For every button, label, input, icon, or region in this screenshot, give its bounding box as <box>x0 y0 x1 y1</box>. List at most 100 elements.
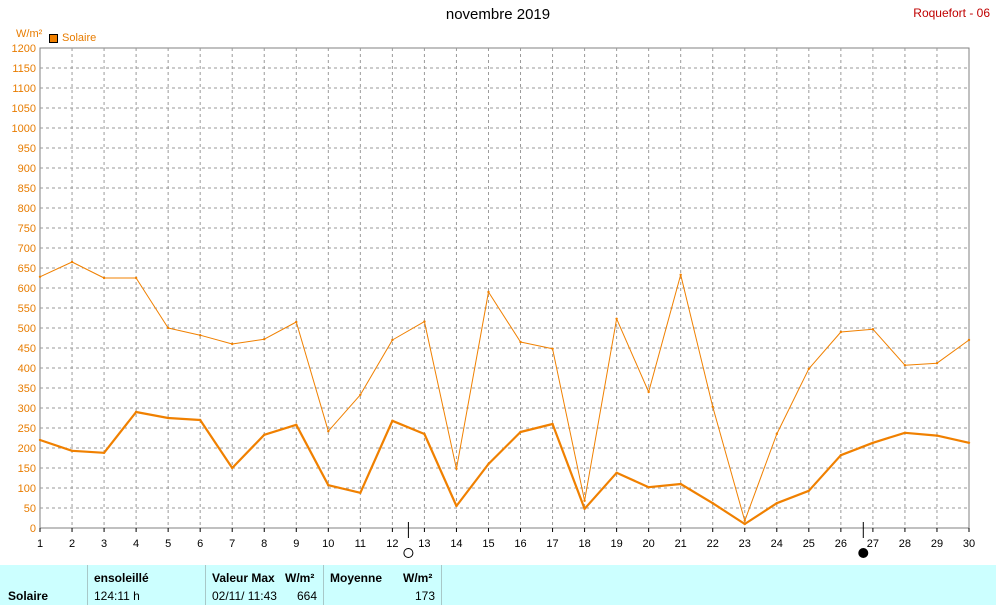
data-point-mean <box>391 419 394 422</box>
y-tick-label: 700 <box>18 243 36 255</box>
data-point-mean <box>455 504 458 508</box>
y-tick-label: 350 <box>18 383 36 395</box>
x-tick-label: 20 <box>643 538 655 550</box>
x-tick-label: 27 <box>867 538 879 550</box>
full-moon-icon <box>403 548 414 558</box>
data-point-max <box>198 334 202 337</box>
data-point-max <box>487 290 490 294</box>
chart-canvas: 0 50 100 150 200 250 300 350 400 450 500 550 600 650 7… <box>12 43 975 558</box>
max-value: 664 <box>296 589 317 603</box>
mean-value: 173 <box>414 589 435 603</box>
x-tick-label: 12 <box>386 538 398 550</box>
data-point-max <box>583 499 586 502</box>
y-tick-label: 450 <box>18 343 36 355</box>
y-tick-label: 1000 <box>12 123 36 135</box>
data-point-mean <box>519 430 522 434</box>
data-point-mean <box>967 441 971 444</box>
data-point-mean <box>102 451 106 454</box>
data-point-mean <box>70 449 74 452</box>
new-moon-icon <box>858 548 869 558</box>
data-point-max <box>551 347 554 350</box>
data-point-mean <box>231 466 234 470</box>
x-tick-label: 6 <box>197 538 203 550</box>
y-tick-label: 550 <box>18 303 36 315</box>
y-tick-label: 250 <box>18 423 36 435</box>
data-point-mean <box>807 489 811 492</box>
y-tick-label: 650 <box>18 263 36 275</box>
data-point-mean <box>839 454 843 457</box>
data-point-max <box>839 330 843 334</box>
data-point-mean <box>871 441 875 444</box>
y-tick-label: 850 <box>18 183 36 195</box>
x-tick-label: 8 <box>261 538 267 550</box>
x-tick-label: 2 <box>69 538 75 550</box>
summary-label-panel: Solaire <box>0 565 88 605</box>
data-point-mean <box>615 471 618 474</box>
x-tick-label: 30 <box>963 538 975 550</box>
x-tick-label: 15 <box>482 538 494 550</box>
y-tick-label: 50 <box>24 503 36 515</box>
y-tick-label: 800 <box>18 203 36 215</box>
data-point-max <box>935 362 939 365</box>
x-tick-label: 18 <box>578 538 590 550</box>
y-tick-label: 1100 <box>12 83 36 95</box>
x-tick-label: 4 <box>133 538 139 550</box>
series-line-max <box>39 261 970 522</box>
y-tick-label: 950 <box>18 143 36 155</box>
data-point-max <box>871 328 875 331</box>
x-tick-label: 10 <box>322 538 334 550</box>
y-tick-label: 400 <box>18 363 36 375</box>
data-point-max <box>967 338 971 342</box>
summary-filler <box>442 565 996 605</box>
data-point-mean <box>743 522 746 526</box>
data-point-max <box>903 364 907 367</box>
station-name: Roquefort - 06 <box>913 6 990 20</box>
data-point-mean <box>263 433 266 436</box>
sunshine-value: 124:11 h <box>94 589 140 603</box>
data-point-max <box>615 317 618 320</box>
data-point-mean <box>711 502 714 505</box>
data-point-mean <box>647 486 650 489</box>
sunshine-panel: ensoleillé 124:11 h <box>88 565 206 605</box>
x-tick-label: 5 <box>165 538 171 550</box>
data-point-max <box>647 390 650 394</box>
data-point-max <box>775 432 778 436</box>
x-tick-label: 11 <box>355 538 366 550</box>
data-point-mean <box>134 410 138 414</box>
y-tick-label: 300 <box>18 403 36 415</box>
y-tick-label: 600 <box>18 283 36 295</box>
data-point-mean <box>38 438 42 442</box>
x-tick-label: 9 <box>293 538 299 550</box>
x-tick-label: 25 <box>803 538 815 550</box>
x-tick-label: 16 <box>514 538 526 550</box>
data-point-mean <box>903 431 907 434</box>
data-point-mean <box>359 491 362 494</box>
y-tick-label: 750 <box>18 223 36 235</box>
y-tick-label: 1150 <box>12 63 36 75</box>
x-tick-label: 26 <box>835 538 847 550</box>
series-line-mean <box>39 410 970 526</box>
mean-panel: Moyenne W/m² 173 <box>324 565 442 605</box>
x-tick-label: 19 <box>610 538 622 550</box>
data-point-mean <box>487 462 490 466</box>
data-point-mean <box>166 416 170 420</box>
data-point-max <box>166 326 170 330</box>
data-point-mean <box>423 432 426 436</box>
data-point-mean <box>198 418 202 422</box>
max-header: Valeur Max <box>212 571 275 585</box>
x-tick-label: 23 <box>739 538 751 550</box>
data-point-max <box>807 367 811 370</box>
data-point-max <box>679 273 682 276</box>
data-point-max <box>423 320 426 323</box>
y-tick-label: 150 <box>18 463 36 475</box>
x-tick-label: 29 <box>931 538 943 550</box>
data-point-mean <box>775 502 778 505</box>
data-point-max <box>38 275 42 278</box>
data-point-mean <box>327 484 330 487</box>
summary-bar: Solaire ensoleillé 124:11 h Valeur Max W… <box>0 565 996 605</box>
summary-label: Solaire <box>8 589 49 603</box>
y-tick-label: 1200 <box>12 43 36 55</box>
data-point-mean <box>295 423 298 426</box>
y-axis-unit: W/m² <box>16 28 43 40</box>
data-point-max <box>70 260 74 264</box>
